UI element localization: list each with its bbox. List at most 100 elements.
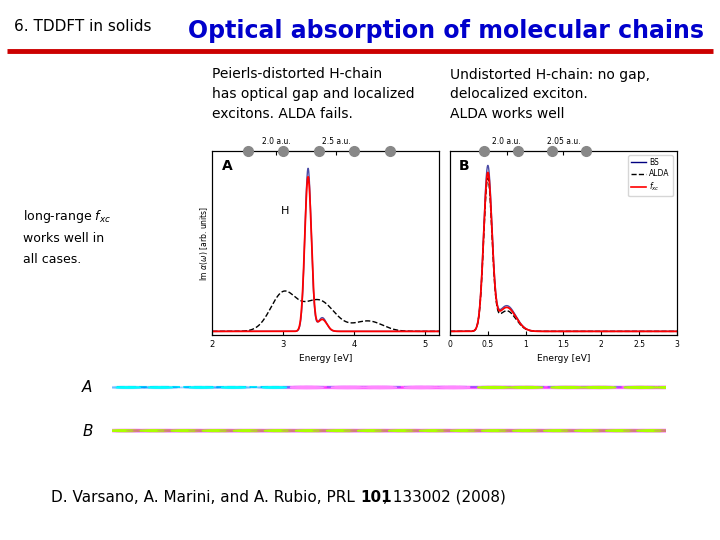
Circle shape [382, 429, 428, 432]
Circle shape [164, 429, 211, 432]
Circle shape [140, 430, 173, 431]
Circle shape [184, 387, 218, 388]
Circle shape [258, 387, 292, 388]
Text: all cases.: all cases. [23, 253, 81, 266]
Circle shape [419, 430, 453, 431]
Circle shape [375, 429, 435, 432]
Circle shape [313, 429, 373, 432]
Circle shape [405, 387, 438, 388]
Circle shape [685, 429, 720, 432]
Circle shape [661, 429, 708, 432]
Circle shape [582, 387, 616, 388]
Circle shape [158, 429, 217, 432]
Circle shape [544, 386, 590, 389]
Circle shape [284, 386, 330, 389]
Circle shape [233, 430, 266, 431]
Circle shape [253, 386, 297, 389]
Circle shape [295, 430, 328, 431]
Circle shape [503, 386, 549, 389]
Circle shape [350, 386, 410, 389]
Circle shape [344, 429, 404, 432]
Circle shape [258, 429, 304, 432]
Circle shape [530, 429, 590, 432]
Circle shape [537, 386, 598, 389]
Text: Peierls-distorted H-chain
has optical gap and localized
excitons. ALDA fails.: Peierls-distorted H-chain has optical ga… [212, 68, 415, 120]
Circle shape [576, 386, 623, 389]
Circle shape [575, 430, 608, 431]
Text: $B$: $B$ [82, 423, 94, 438]
Circle shape [570, 386, 629, 389]
Circle shape [471, 386, 518, 389]
X-axis label: Energy [eV]: Energy [eV] [536, 354, 590, 363]
Circle shape [413, 429, 459, 432]
Circle shape [202, 430, 235, 431]
Text: Optical absorption of molecular chains: Optical absorption of molecular chains [189, 19, 704, 43]
Circle shape [593, 429, 652, 432]
Circle shape [606, 430, 639, 431]
Circle shape [684, 386, 720, 389]
Circle shape [325, 386, 371, 389]
Circle shape [649, 386, 696, 389]
Circle shape [397, 386, 444, 389]
Circle shape [568, 429, 614, 432]
Circle shape [290, 387, 323, 388]
Circle shape [138, 386, 182, 389]
Circle shape [189, 387, 214, 388]
Circle shape [716, 429, 720, 432]
Circle shape [356, 386, 403, 389]
Circle shape [262, 387, 287, 388]
Circle shape [437, 429, 497, 432]
Legend: BS, ALDA, $f_{xc}$: BS, ALDA, $f_{xc}$ [628, 155, 673, 196]
Circle shape [716, 386, 720, 389]
Circle shape [212, 386, 256, 389]
Circle shape [537, 429, 583, 432]
Circle shape [195, 429, 242, 432]
Circle shape [599, 429, 646, 432]
Circle shape [364, 387, 397, 388]
Circle shape [698, 430, 720, 431]
Circle shape [116, 387, 140, 388]
Circle shape [388, 430, 421, 431]
Y-axis label: Im $\alpha(\omega)$ [arb. units]: Im $\alpha(\omega)$ [arb. units] [197, 205, 210, 281]
Circle shape [636, 430, 670, 431]
Text: 101: 101 [360, 490, 392, 505]
Circle shape [611, 386, 670, 389]
Circle shape [127, 429, 186, 432]
Circle shape [282, 429, 342, 432]
Circle shape [561, 429, 621, 432]
Circle shape [148, 387, 173, 388]
Circle shape [320, 429, 366, 432]
Circle shape [289, 429, 335, 432]
Text: D. Varsano, A. Marini, and A. Rubio, PRL: D. Varsano, A. Marini, and A. Rubio, PRL [51, 490, 360, 505]
Circle shape [423, 386, 483, 389]
Circle shape [477, 387, 510, 388]
Circle shape [624, 387, 657, 388]
Circle shape [276, 386, 337, 389]
Circle shape [654, 429, 714, 432]
Circle shape [496, 386, 557, 389]
Circle shape [624, 429, 683, 432]
Circle shape [482, 430, 515, 431]
Circle shape [264, 430, 297, 431]
Circle shape [217, 387, 251, 388]
Circle shape [133, 429, 180, 432]
Circle shape [318, 386, 378, 389]
Circle shape [179, 386, 223, 389]
Text: works well in: works well in [23, 232, 104, 245]
Circle shape [351, 429, 397, 432]
Circle shape [551, 387, 584, 388]
Circle shape [667, 430, 701, 431]
Circle shape [513, 430, 546, 431]
Text: Undistorted H-chain: no gap,
delocalized exciton.
ALDA works well: Undistorted H-chain: no gap, delocalized… [450, 68, 650, 120]
Circle shape [697, 387, 720, 388]
Circle shape [107, 386, 150, 389]
Circle shape [331, 387, 364, 388]
Circle shape [692, 429, 720, 432]
Text: A: A [222, 159, 233, 173]
Circle shape [468, 429, 528, 432]
Text: long-range $f_{xc}$: long-range $f_{xc}$ [23, 208, 112, 225]
Circle shape [656, 387, 689, 388]
Circle shape [474, 429, 521, 432]
Text: B: B [459, 159, 469, 173]
Circle shape [444, 429, 490, 432]
